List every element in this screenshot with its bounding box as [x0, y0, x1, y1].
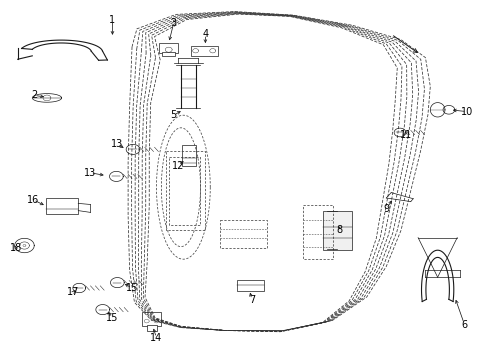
- Text: 13: 13: [111, 139, 123, 149]
- Text: 10: 10: [460, 107, 472, 117]
- Bar: [237, 280, 264, 291]
- Bar: [182, 145, 195, 166]
- Text: 17: 17: [67, 287, 80, 297]
- Text: 1: 1: [109, 15, 115, 25]
- Bar: [142, 312, 161, 326]
- Bar: [146, 325, 157, 331]
- Text: 8: 8: [336, 225, 342, 235]
- Bar: [162, 52, 174, 56]
- Text: 13: 13: [84, 168, 97, 178]
- Text: 4: 4: [202, 29, 208, 39]
- Bar: [46, 198, 78, 214]
- Bar: [190, 46, 217, 56]
- Text: 18: 18: [10, 243, 22, 253]
- Text: 15: 15: [106, 312, 119, 323]
- Text: 11: 11: [399, 130, 411, 140]
- Text: 6: 6: [461, 320, 467, 330]
- Text: 7: 7: [248, 294, 254, 305]
- Text: 14: 14: [150, 333, 163, 343]
- Text: 16: 16: [27, 195, 40, 205]
- Text: 2: 2: [31, 90, 37, 100]
- Text: 12: 12: [172, 161, 184, 171]
- Text: 5: 5: [170, 110, 176, 120]
- Bar: [322, 211, 351, 250]
- Text: 15: 15: [125, 283, 138, 293]
- Bar: [159, 43, 178, 53]
- Text: 3: 3: [170, 18, 176, 28]
- Text: 9: 9: [383, 204, 388, 214]
